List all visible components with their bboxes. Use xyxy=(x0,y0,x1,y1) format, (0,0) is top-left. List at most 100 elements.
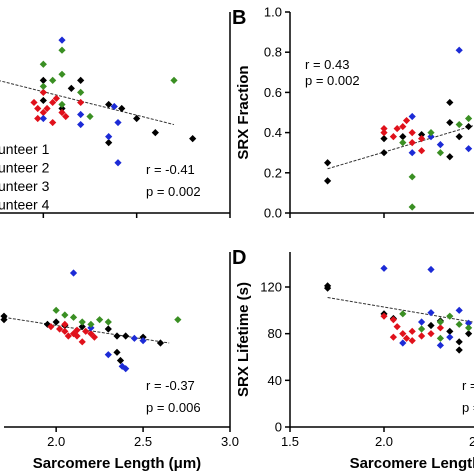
data-point xyxy=(436,341,444,349)
data-point xyxy=(118,104,126,113)
data-point xyxy=(52,94,60,103)
data-point xyxy=(465,319,473,327)
panel-letter: B xyxy=(232,7,246,29)
data-point xyxy=(61,311,69,319)
data-point xyxy=(427,321,435,330)
data-point xyxy=(436,141,444,149)
data-point xyxy=(402,116,411,125)
y-tick-label: 40 xyxy=(268,373,282,388)
data-point xyxy=(399,133,407,141)
data-point xyxy=(418,147,426,155)
data-point xyxy=(110,102,118,111)
data-point xyxy=(324,284,332,292)
data-point xyxy=(465,122,473,131)
x-tick-label: 1.5 xyxy=(281,434,299,449)
data-point xyxy=(455,120,463,129)
data-point xyxy=(455,306,463,314)
data-point xyxy=(436,324,444,332)
data-point xyxy=(446,327,454,335)
data-point xyxy=(49,76,57,84)
data-point xyxy=(427,330,435,338)
correlation-r: r = xyxy=(462,378,474,393)
data-point xyxy=(436,318,444,326)
data-point xyxy=(30,98,38,107)
data-point xyxy=(446,333,454,341)
data-point xyxy=(49,98,57,107)
data-point xyxy=(455,320,463,328)
data-point xyxy=(39,60,47,68)
p-value: p = 0.002 xyxy=(146,184,201,199)
data-point xyxy=(427,129,435,137)
x-tick-label: 2.0 xyxy=(375,434,393,449)
data-point xyxy=(380,312,388,320)
legend: unteer 1 unteer 2 unteer 3 unteer 4 xyxy=(0,141,50,213)
data-point xyxy=(446,98,454,107)
data-point xyxy=(446,118,454,127)
data-point xyxy=(380,124,388,133)
data-point xyxy=(78,318,86,326)
x-tick-label: 2.5 xyxy=(469,434,474,449)
data-point xyxy=(58,70,66,78)
y-tick-label: 0.8 xyxy=(264,45,282,60)
data-point xyxy=(78,323,86,331)
data-point xyxy=(77,120,85,129)
data-point xyxy=(39,76,47,84)
data-point xyxy=(104,318,112,326)
data-point xyxy=(69,269,78,277)
data-point xyxy=(130,334,138,342)
y-axis-title: SRX Fraction xyxy=(235,65,252,159)
data-point xyxy=(393,124,401,133)
data-point xyxy=(446,153,454,161)
data-point xyxy=(393,323,401,331)
data-point xyxy=(399,139,407,147)
data-point xyxy=(408,327,416,335)
data-point xyxy=(418,135,426,143)
data-point xyxy=(52,306,60,314)
data-point xyxy=(34,104,42,113)
data-point xyxy=(389,133,397,141)
data-point xyxy=(399,122,407,131)
data-point xyxy=(86,112,94,121)
data-point xyxy=(399,310,407,318)
legend-entry: unteer 2 xyxy=(0,160,50,176)
data-point xyxy=(455,338,463,346)
data-point xyxy=(455,46,463,54)
x-tick-label: 2.5 xyxy=(134,434,152,449)
correlation-r: r = -0.41 xyxy=(146,162,195,177)
data-point xyxy=(90,333,98,341)
y-tick-label: 0.4 xyxy=(264,125,282,140)
data-point xyxy=(77,88,85,96)
y-tick-label: 0.6 xyxy=(264,85,282,100)
data-point xyxy=(465,330,473,338)
regression-line xyxy=(0,80,175,126)
data-point xyxy=(122,365,130,373)
data-point xyxy=(105,133,113,141)
data-point xyxy=(380,135,388,143)
data-point xyxy=(418,332,426,340)
data-point xyxy=(389,316,397,324)
data-point xyxy=(408,129,416,137)
data-point xyxy=(58,104,66,113)
data-point xyxy=(77,98,85,107)
data-point xyxy=(61,320,69,328)
data-point xyxy=(78,338,86,346)
legend-entry: unteer 3 xyxy=(0,178,50,194)
data-point xyxy=(58,36,66,44)
regression-line xyxy=(327,124,474,170)
data-point xyxy=(399,339,407,347)
p-value: p = xyxy=(462,400,474,415)
y-tick-label: 80 xyxy=(268,326,282,341)
x-tick-label: 2.0 xyxy=(47,434,65,449)
data-point xyxy=(465,114,473,123)
data-point xyxy=(408,149,416,157)
data-point xyxy=(436,334,444,342)
data-point xyxy=(58,46,66,54)
data-point xyxy=(156,339,165,347)
data-point xyxy=(116,356,125,365)
data-point xyxy=(324,159,332,167)
data-point xyxy=(380,149,388,157)
correlation-r: r = -0.37 xyxy=(146,378,195,393)
data-point xyxy=(427,309,435,317)
